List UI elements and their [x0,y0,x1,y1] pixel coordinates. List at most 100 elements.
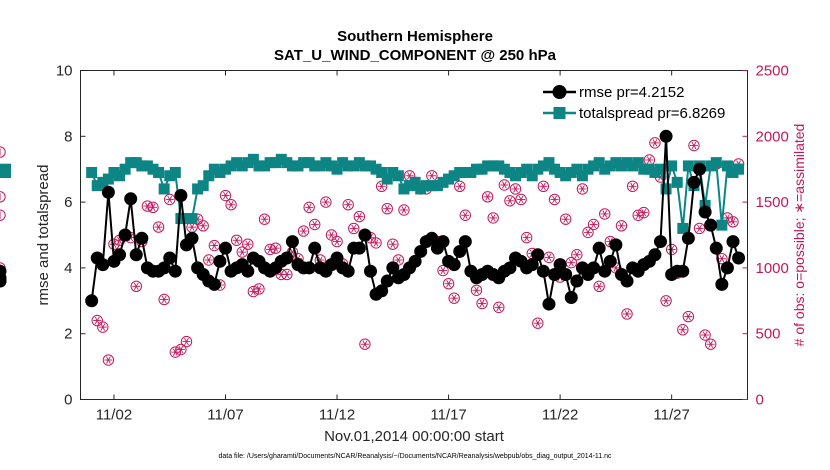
totalspread-point [158,183,170,195]
totalspread-point [426,180,438,192]
totalspread-point [554,166,566,178]
obs-assimilated-point [373,239,379,247]
obs-marker [559,213,572,225]
rmse-point [676,264,690,278]
obs-marker [281,268,293,281]
obs-assimilated-point [284,270,290,279]
obs-marker [442,277,455,290]
totalspread-point [431,180,443,192]
totalspread-point [136,160,148,172]
obs-possible-point [359,338,371,350]
obs-marker [169,346,182,358]
rmse-point [129,248,143,262]
legend-box [534,80,740,126]
obs-assimilated-point [184,337,189,346]
obs-assimilated-point [719,254,725,263]
rmse-point [386,261,400,275]
rmse-point [352,241,366,255]
obs-assimilated-point [105,356,111,364]
rmse-point [157,261,171,275]
rmse-point [620,274,634,288]
y-axis-label-right: # of obs: o=possible; ∗=assimilated [791,124,807,347]
obs-possible-point [269,242,282,254]
obs-marker [537,180,550,193]
totalspread-point [164,170,176,182]
obs-assimilated-point [630,182,636,190]
obs-assimilated-point [395,256,401,264]
obs-possible-point [242,238,254,250]
y-right-tick-label: 2500 [756,63,789,80]
totalspread-point [320,157,332,169]
legend: rmse pr=4.2152 totalspread pr=6.8269 [534,80,740,126]
totalspread-point [705,160,717,172]
obs-marker [621,308,633,320]
totalspread-point [443,173,455,185]
obs-marker [303,201,315,214]
rmse-point [0,264,7,278]
y-right-tick-label: 1500 [756,194,789,211]
rmse-point [168,264,182,278]
obs-assimilated-point [546,253,552,262]
totalspread-point [275,153,287,165]
rmse-point [330,251,344,265]
rmse-point [603,254,617,268]
rmse-point [458,235,472,249]
obs-assimilated-point [602,210,608,218]
totalspread-point [214,166,226,178]
totalspread-point [710,157,722,169]
obs-marker [593,280,605,293]
rmse-point [174,189,188,203]
obs-marker [269,242,282,254]
totalspread-point [632,157,644,169]
obs-marker [515,193,527,206]
totalspread-point [549,163,561,175]
legend-spread-marker [553,107,566,119]
obs-possible-point [225,199,237,211]
obs-possible-point [548,193,561,206]
obs-possible-point [559,213,572,225]
x-tick-label: 11/17 [430,407,466,424]
obs-possible-point [97,321,109,333]
obs-possible-point [247,285,260,298]
obs-marker [342,199,354,211]
rmse-point [709,241,723,255]
totalspread-point [359,160,371,172]
obs-possible-point [487,212,499,224]
rmse-point [163,251,177,265]
obs-assimilated-point [161,295,167,304]
obs-possible-point [532,317,544,329]
rmse-point [609,238,623,252]
totalspread-point [604,160,616,172]
obs-possible-point [303,201,315,214]
obs-assimilated-point [641,208,647,217]
obs-assimilated-point [94,316,100,325]
obs-possible-point [576,183,589,195]
obs-assimilated-point [407,172,412,180]
totalspread-point [381,173,393,185]
totalspread-point [247,153,259,165]
obs-possible-point [152,221,165,233]
y-tick-label: 2 [64,326,72,343]
obs-possible-point [437,264,449,277]
obs-marker [398,204,410,216]
obs-possible-point [537,180,550,193]
y-axis-label-left: rmse and totalspread [35,165,52,306]
y-right-tick-label: 2000 [756,128,789,145]
rmse-layer [0,129,746,311]
rmse-point [564,291,578,305]
totalspread-point [487,160,499,172]
obs-assimilated-point [540,182,546,190]
totalspread-point [225,160,237,172]
obs-possible-point [320,196,332,208]
obs-assimilated-point [356,212,362,221]
obs-assimilated-point [334,237,340,246]
obs-marker [437,264,449,277]
obs-assimilated-point [596,282,602,291]
totalspread-point [470,163,482,175]
obs-marker [320,196,332,208]
obs-marker [470,284,483,296]
y-tick-label: 0 [64,392,72,409]
obs-assimilated-point [306,203,312,212]
obs-marker [571,249,583,261]
